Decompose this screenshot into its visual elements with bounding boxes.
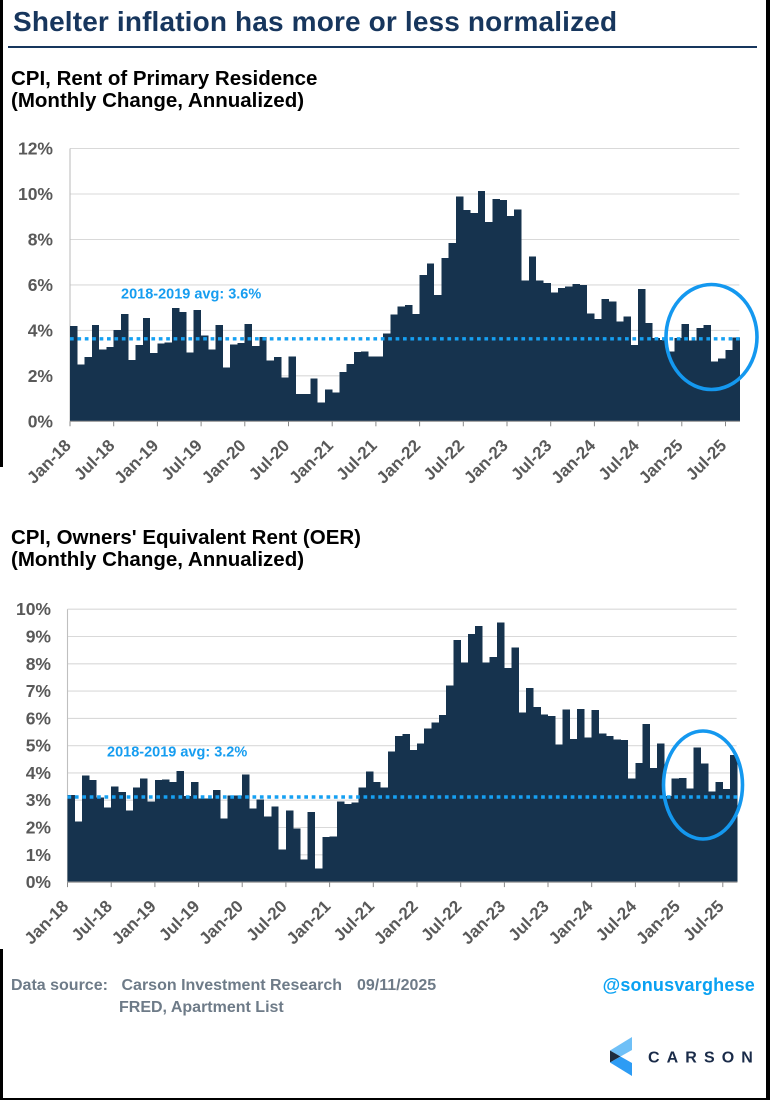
svg-text:Jul-20: Jul-20 [243,897,291,945]
svg-text:Jan-23: Jan-23 [458,897,510,949]
svg-text:Jan-25: Jan-25 [632,897,684,949]
svg-text:6%: 6% [28,275,54,295]
svg-text:1%: 1% [26,845,52,865]
svg-text:Jan-20: Jan-20 [195,897,247,949]
svg-text:7%: 7% [26,681,52,701]
svg-text:Jul-25: Jul-25 [682,436,730,484]
svg-text:Jul-19: Jul-19 [155,897,203,945]
svg-text:Jul-22: Jul-22 [420,436,468,484]
svg-text:Jul-23: Jul-23 [505,897,553,945]
svg-text:Jul-18: Jul-18 [68,897,116,945]
svg-text:4%: 4% [26,763,52,783]
svg-text:9%: 9% [26,627,52,647]
svg-text:Jul-24: Jul-24 [595,436,644,485]
svg-text:3%: 3% [26,790,52,810]
svg-text:Jan-18: Jan-18 [21,897,73,949]
svg-text:Jul-20: Jul-20 [245,436,293,484]
svg-text:Jul-21: Jul-21 [333,436,381,484]
svg-text:Jul-25: Jul-25 [679,897,727,945]
svg-text:10%: 10% [18,184,53,204]
svg-text:0%: 0% [28,411,54,431]
svg-text:Jan-20: Jan-20 [198,436,250,488]
svg-text:Jan-21: Jan-21 [283,897,335,949]
svg-text:Jul-22: Jul-22 [417,897,465,945]
svg-text:8%: 8% [28,230,54,250]
svg-text:Jan-22: Jan-22 [370,897,422,949]
svg-text:CARSON: CARSON [648,1050,760,1067]
svg-text:10%: 10% [16,599,51,619]
svg-text:12%: 12% [18,139,53,159]
svg-text:Jan-24: Jan-24 [545,896,597,948]
svg-text:4%: 4% [28,320,54,340]
svg-text:8%: 8% [26,654,52,674]
svg-text:Jul-19: Jul-19 [158,436,206,484]
svg-text:Jan-18: Jan-18 [23,436,75,488]
svg-text:2%: 2% [26,818,52,838]
svg-text:5%: 5% [26,736,52,756]
svg-text:2018-2019 avg: 3.2%: 2018-2019 avg: 3.2% [107,745,247,761]
svg-text:Jul-21: Jul-21 [330,897,378,945]
svg-text:Jul-24: Jul-24 [592,896,641,945]
svg-text:Jul-23: Jul-23 [507,436,555,484]
svg-text:2018-2019 avg: 3.6%: 2018-2019 avg: 3.6% [121,287,261,303]
svg-text:Jan-24: Jan-24 [548,436,600,488]
svg-text:2%: 2% [28,366,54,386]
svg-text:Jan-22: Jan-22 [373,436,425,488]
svg-text:Jan-19: Jan-19 [111,436,163,488]
svg-text:Jan-21: Jan-21 [285,436,337,488]
svg-text:Jan-23: Jan-23 [460,436,512,488]
svg-text:0%: 0% [26,872,52,892]
svg-text:Jan-19: Jan-19 [108,897,160,949]
svg-text:6%: 6% [26,708,52,728]
svg-text:Jan-25: Jan-25 [635,436,687,488]
svg-text:Jul-18: Jul-18 [70,436,118,484]
